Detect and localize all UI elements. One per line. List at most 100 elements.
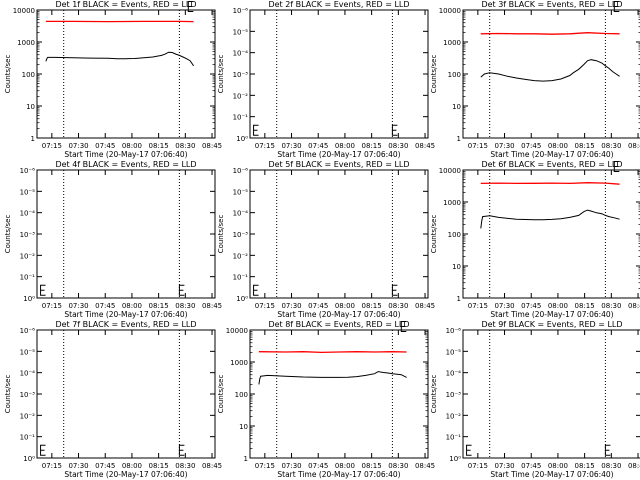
corner-mark <box>253 124 259 136</box>
y-tick-label: 10000 <box>439 7 461 15</box>
y-tick-label: 10⁰ <box>23 295 35 303</box>
x-axis-label: Start Time (20-May-17 07:06:40) <box>490 470 613 479</box>
x-tick-label: 07:30 <box>68 142 88 150</box>
y-tick-label: 10 <box>239 423 248 431</box>
detector-panel: Det 9f BLACK = Events, RED = LLD 10⁰ 10⁻¹ 1… <box>430 320 640 479</box>
x-tick-label: 08:15 <box>575 302 595 310</box>
y-tick-label: 10⁻² <box>446 412 462 420</box>
corner-mark <box>613 160 620 172</box>
y-axis-label: Counts/sec <box>4 55 12 94</box>
x-tick-label: 07:45 <box>308 462 328 470</box>
y-tick-label: 1000 <box>230 359 248 367</box>
y-tick-label: 10⁻⁵ <box>446 348 462 356</box>
x-tick-label: 08:45 <box>202 302 222 310</box>
panel-title: Det 4f BLACK = Events, RED = LLD <box>55 160 196 169</box>
x-tick-label: 07:30 <box>68 302 88 310</box>
y-axis-label: Counts/sec <box>430 215 438 254</box>
x-tick-label: 08:00 <box>548 302 568 310</box>
y-axis-label: Counts/sec <box>217 375 225 414</box>
y-axis-label: Counts/sec <box>4 375 12 414</box>
detector-panel: Det 5f BLACK = Events, RED = LLD 10⁰ 10⁻¹ 1… <box>217 160 435 319</box>
y-tick-label: 10 <box>452 103 461 111</box>
x-tick-label: 08:15 <box>362 302 382 310</box>
corner-mark <box>40 284 46 296</box>
x-tick-label: 08:00 <box>335 142 355 150</box>
x-tick-label: 07:15 <box>468 302 488 310</box>
detector-panel: Det 6f BLACK = Events, RED = LLD 1 10 100 10… <box>430 160 640 319</box>
y-tick-label: 10⁻² <box>20 412 36 420</box>
x-tick-label: 08:30 <box>175 302 195 310</box>
corner-mark <box>466 444 472 456</box>
x-tick-label: 08:45 <box>415 302 435 310</box>
y-tick-label: 10⁻⁴ <box>20 210 36 218</box>
x-tick-label: 08:45 <box>628 142 640 150</box>
x-tick-label: 08:15 <box>149 462 169 470</box>
corner-mark <box>40 444 46 456</box>
events-series-line <box>45 51 195 67</box>
events-series-line <box>480 59 620 82</box>
y-axis-label: Counts/sec <box>217 55 225 94</box>
x-tick-label: 08:30 <box>388 302 408 310</box>
y-tick-label: 10⁻³ <box>446 391 462 399</box>
x-tick-label: 08:30 <box>601 142 621 150</box>
detector-panel: Det 8f BLACK = Events, RED = LLD 1 10 100 10… <box>217 320 435 479</box>
corner-mark <box>391 284 398 296</box>
x-tick-label: 07:45 <box>308 302 328 310</box>
y-tick-label: 1000 <box>443 199 461 207</box>
x-tick-label: 08:30 <box>601 302 621 310</box>
x-tick-label: 07:45 <box>308 142 328 150</box>
y-tick-label: 10 <box>452 263 461 271</box>
x-axis-label: Start Time (20-May-17 07:06:40) <box>277 470 400 479</box>
x-tick-label: 07:15 <box>255 462 275 470</box>
x-tick-label: 08:15 <box>362 142 382 150</box>
x-axis-label: Start Time (20-May-17 07:06:40) <box>490 310 613 319</box>
panel-title: Det 2f BLACK = Events, RED = LLD <box>268 0 409 9</box>
x-tick-label: 08:15 <box>149 142 169 150</box>
y-axis-label: Counts/sec <box>4 215 12 254</box>
x-tick-label: 07:45 <box>521 462 541 470</box>
y-tick-label: 10⁻⁵ <box>233 188 249 196</box>
detector-panel: Det 4f BLACK = Events, RED = LLD 10⁰ 10⁻¹ 1… <box>4 160 222 319</box>
panel-title: Det 1f BLACK = Events, RED = LLD <box>55 0 196 9</box>
y-axis-label: Counts/sec <box>430 375 438 414</box>
y-tick-label: 10⁻¹ <box>20 274 36 282</box>
y-tick-label: 10⁻⁴ <box>233 50 249 58</box>
y-tick-label: 10⁻³ <box>20 231 36 239</box>
y-tick-label: 1000 <box>17 39 35 47</box>
x-tick-label: 08:00 <box>122 142 142 150</box>
x-tick-label: 08:45 <box>415 142 435 150</box>
x-tick-label: 07:45 <box>521 142 541 150</box>
y-tick-label: 1 <box>244 455 248 463</box>
y-tick-label: 10⁰ <box>449 455 461 463</box>
x-tick-label: 08:45 <box>202 462 222 470</box>
y-tick-label: 10000 <box>13 7 35 15</box>
x-tick-label: 07:30 <box>281 302 301 310</box>
y-tick-label: 100 <box>448 71 461 79</box>
y-tick-label: 10⁻⁴ <box>446 370 462 378</box>
x-tick-label: 08:15 <box>149 302 169 310</box>
x-tick-label: 07:30 <box>281 462 301 470</box>
x-tick-label: 07:30 <box>281 142 301 150</box>
y-tick-label: 10⁰ <box>236 135 248 143</box>
detector-panel: Det 7f BLACK = Events, RED = LLD 10⁰ 10⁻¹ 1… <box>4 320 222 479</box>
y-tick-label: 100 <box>448 231 461 239</box>
y-tick-label: 10⁻⁶ <box>233 167 249 175</box>
y-tick-label: 10⁻⁴ <box>233 210 249 218</box>
y-tick-label: 10000 <box>439 167 461 175</box>
y-tick-label: 10⁻² <box>20 252 36 260</box>
y-tick-label: 10⁰ <box>23 455 35 463</box>
y-tick-label: 10⁻⁶ <box>20 327 36 335</box>
x-tick-label: 07:30 <box>68 462 88 470</box>
y-axis-label: Counts/sec <box>430 55 438 94</box>
y-tick-label: 10 <box>26 103 35 111</box>
x-tick-label: 08:45 <box>628 302 640 310</box>
x-tick-label: 08:30 <box>388 142 408 150</box>
x-tick-label: 08:00 <box>335 302 355 310</box>
y-tick-label: 1 <box>457 135 461 143</box>
x-tick-label: 07:15 <box>255 142 275 150</box>
y-tick-label: 10⁻² <box>233 252 249 260</box>
corner-mark <box>253 284 259 296</box>
x-tick-label: 07:15 <box>42 462 62 470</box>
x-tick-label: 08:15 <box>575 462 595 470</box>
x-tick-label: 07:45 <box>95 302 115 310</box>
